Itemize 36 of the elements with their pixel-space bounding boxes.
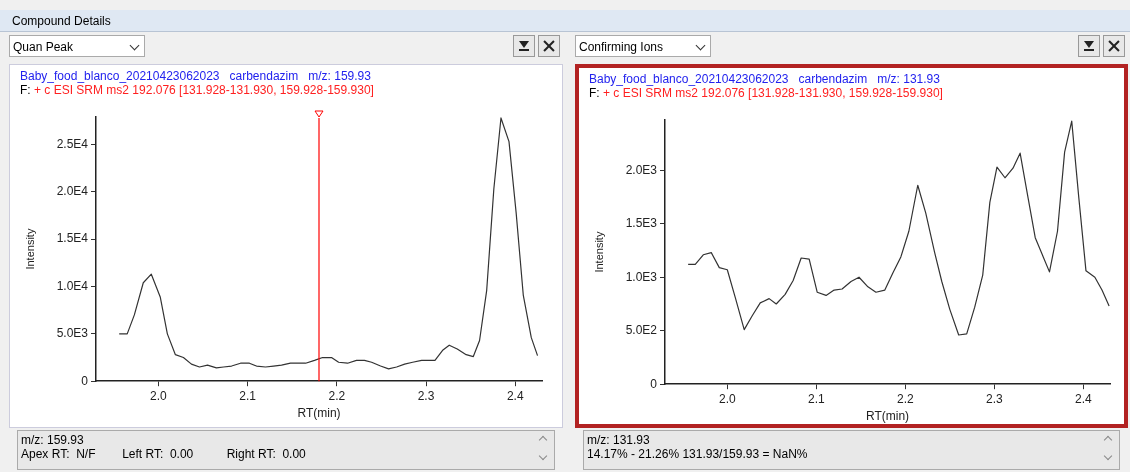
x-tick-label: 2.1: [239, 388, 257, 403]
chart-subtitle: F: + c ESI SRM ms2 192.076 [131.928-131.930, 159.928-159.930]: [589, 86, 943, 100]
y-tick-label: 5.0E2: [625, 323, 658, 338]
chart-title: Baby_food_blanco_20210423062023 carbendazim m/z: 131.93: [589, 72, 940, 86]
x-axis-title: RT(min): [297, 406, 341, 421]
y-tick-label: 5.0E3: [56, 326, 89, 341]
chart-title: Baby_food_blanco_20210423062023 carbendazim m/z: 159.93: [20, 69, 371, 83]
y-tick-label: 1.0E3: [625, 269, 658, 284]
x-tick-label: 2.4: [1074, 391, 1092, 406]
y-tick-label: 1.5E3: [625, 216, 658, 231]
y-tick-label: 0: [81, 373, 89, 388]
text: Apex RT: N/F Left RT: 0.00 Right RT: 0.00: [21, 447, 306, 461]
y-tick-label: 2.0E4: [56, 184, 89, 199]
y-tick-label: 0: [650, 376, 658, 391]
text: 14.17% - 21.26% 131.93/159.93 = NaN%: [587, 447, 808, 461]
y-axis-title: Intensity: [592, 231, 605, 273]
x-tick-label: 2.3: [985, 391, 1003, 406]
y-tick-label: 1.0E4: [56, 278, 89, 293]
text: Quan Peak: [9, 35, 145, 57]
x-tick-label: 2.1: [807, 391, 825, 406]
x-tick-label: 2.4: [506, 388, 524, 403]
chart-subtitle: F: + c ESI SRM ms2 192.076 [131.928-131.930, 159.928-159.930]: [20, 83, 374, 97]
text: Confirming Ions: [575, 35, 711, 57]
x-tick-label: 2.2: [896, 391, 914, 406]
y-axis-title: Intensity: [23, 228, 36, 270]
x-tick-label: 2.0: [150, 388, 168, 403]
y-tick-label: 2.5E4: [56, 136, 89, 151]
x-tick-label: 2.2: [328, 388, 346, 403]
x-tick-label: 2.0: [718, 391, 736, 406]
text: m/z: 159.93: [21, 433, 84, 447]
x-axis-title: RT(min): [865, 409, 910, 424]
y-tick-label: 1.5E4: [56, 231, 89, 246]
text: Compound Details: [0, 10, 1130, 32]
x-tick-label: 2.3: [417, 388, 435, 403]
text: m/z: 131.93: [587, 433, 650, 447]
y-tick-label: 2.0E3: [625, 162, 658, 177]
